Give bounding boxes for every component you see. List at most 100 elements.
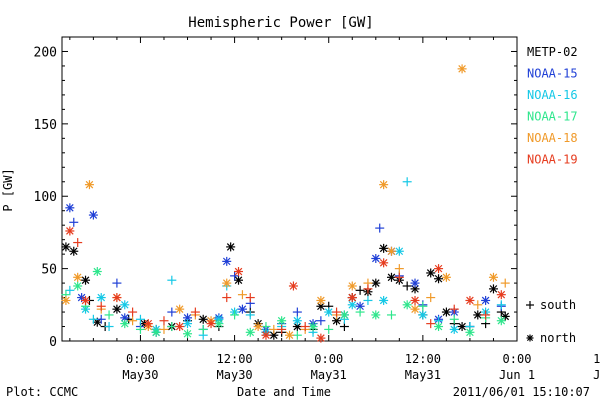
- north-marker-stroke: [379, 244, 388, 253]
- north-marker-stroke: [434, 264, 443, 273]
- north-marker-stroke: [77, 293, 86, 302]
- data-point-north: [308, 322, 318, 332]
- data-point-south: [418, 301, 428, 311]
- legend-entry: NOAA-15: [527, 67, 578, 81]
- data-point-north: [120, 300, 130, 310]
- data-point-south: [190, 307, 200, 317]
- data-point-south: [135, 314, 145, 324]
- data-point-north: [151, 327, 161, 337]
- north-marker-stroke: [489, 273, 498, 282]
- north-marker-stroke: [175, 322, 184, 331]
- data-point-north: [379, 180, 389, 190]
- data-point-south: [426, 293, 436, 303]
- north-marker-stroke: [62, 296, 70, 305]
- data-point-south: [159, 316, 169, 326]
- data-point-south: [473, 300, 483, 310]
- legend-marker-entry: north: [526, 331, 576, 345]
- north-marker-stroke: [222, 257, 231, 266]
- data-point-south: [355, 307, 365, 317]
- data-point-south: [292, 307, 302, 317]
- north-marker-stroke: [309, 322, 317, 331]
- data-point-north: [261, 330, 271, 340]
- data-point-north: [143, 319, 153, 329]
- data-point-north: [84, 180, 94, 190]
- north-marker-stroke: [199, 315, 208, 324]
- north-marker-stroke: [254, 322, 262, 331]
- north-marker-stroke: [317, 334, 325, 342]
- data-point-north: [496, 290, 506, 300]
- data-point-south: [496, 300, 506, 310]
- data-point-south: [237, 290, 247, 300]
- data-point-south: [481, 310, 491, 320]
- x-tick-time-label: 12:00: [593, 352, 600, 366]
- x-axis-label: Date and Time: [237, 385, 331, 399]
- data-point-south: [355, 285, 365, 295]
- data-point-north: [234, 275, 244, 285]
- north-marker-stroke: [387, 247, 396, 256]
- data-point-south: [394, 264, 404, 274]
- data-point-north: [81, 295, 91, 305]
- data-point-north: [379, 258, 389, 268]
- north-marker-stroke: [411, 296, 419, 305]
- data-point-north: [92, 267, 102, 277]
- data-point-north: [292, 316, 302, 326]
- north-marker-stroke: [62, 243, 70, 251]
- plot-frame: [61, 36, 518, 342]
- data-point-north: [222, 278, 232, 288]
- north-marker-stroke: [262, 331, 270, 340]
- data-point-north: [73, 272, 83, 282]
- data-point-south: [261, 322, 271, 332]
- north-marker-stroke: [293, 316, 302, 325]
- data-point-south: [363, 284, 373, 294]
- north-marker-stroke: [379, 180, 388, 189]
- data-point-north: [292, 322, 302, 332]
- data-point-north: [457, 64, 467, 74]
- data-point-north: [120, 319, 130, 329]
- x-tick-time-label: 0:00: [126, 352, 155, 366]
- data-point-north: [245, 327, 255, 337]
- y-tick-label: 50: [41, 263, 57, 278]
- north-marker-stroke: [466, 328, 474, 337]
- north-marker-stroke: [411, 285, 419, 293]
- data-point-north: [394, 246, 404, 256]
- data-point-south: [426, 319, 436, 329]
- north-marker-stroke: [434, 322, 443, 331]
- legend-marker-label: north: [540, 331, 576, 345]
- north-marker-stroke: [238, 305, 247, 313]
- x-tick-time-label: 0:00: [503, 352, 532, 366]
- north-marker-stroke: [277, 316, 286, 325]
- north-marker-stroke: [458, 322, 466, 331]
- north-marker-stroke: [356, 302, 364, 311]
- north-marker-stroke: [81, 276, 90, 284]
- north-marker-stroke: [97, 293, 106, 302]
- data-point-north: [347, 281, 357, 291]
- data-point-north: [183, 313, 193, 323]
- data-point-north: [277, 316, 287, 326]
- north-marker-stroke: [73, 273, 82, 282]
- data-point-north: [61, 242, 71, 252]
- north-marker-stroke: [152, 328, 160, 337]
- north-marker-stroke: [183, 314, 192, 322]
- data-point-north: [285, 330, 294, 340]
- north-marker-stroke: [371, 311, 380, 319]
- data-point-south: [104, 310, 114, 320]
- data-point-south: [96, 314, 106, 324]
- north-marker-stroke: [458, 65, 466, 73]
- data-point-north: [234, 267, 244, 277]
- legend: METP-02 NOAA-15 NOAA-16 NOAA-17 NOAA-18 NOAA-…: [526, 45, 578, 345]
- data-point-north: [426, 268, 436, 278]
- y-tick-label: 100: [34, 190, 57, 205]
- data-point-north: [434, 322, 444, 332]
- north-marker-stroke: [234, 276, 243, 284]
- data-point-south: [245, 293, 255, 303]
- data-point-north: [237, 304, 247, 314]
- data-point-north: [214, 319, 224, 329]
- data-point-south: [245, 310, 255, 320]
- data-point-south: [135, 324, 145, 334]
- north-marker-stroke: [234, 267, 243, 276]
- north-marker-stroke: [113, 293, 121, 302]
- data-point-north: [418, 310, 428, 320]
- data-point-north: [222, 256, 232, 266]
- north-marker-stroke: [387, 273, 396, 282]
